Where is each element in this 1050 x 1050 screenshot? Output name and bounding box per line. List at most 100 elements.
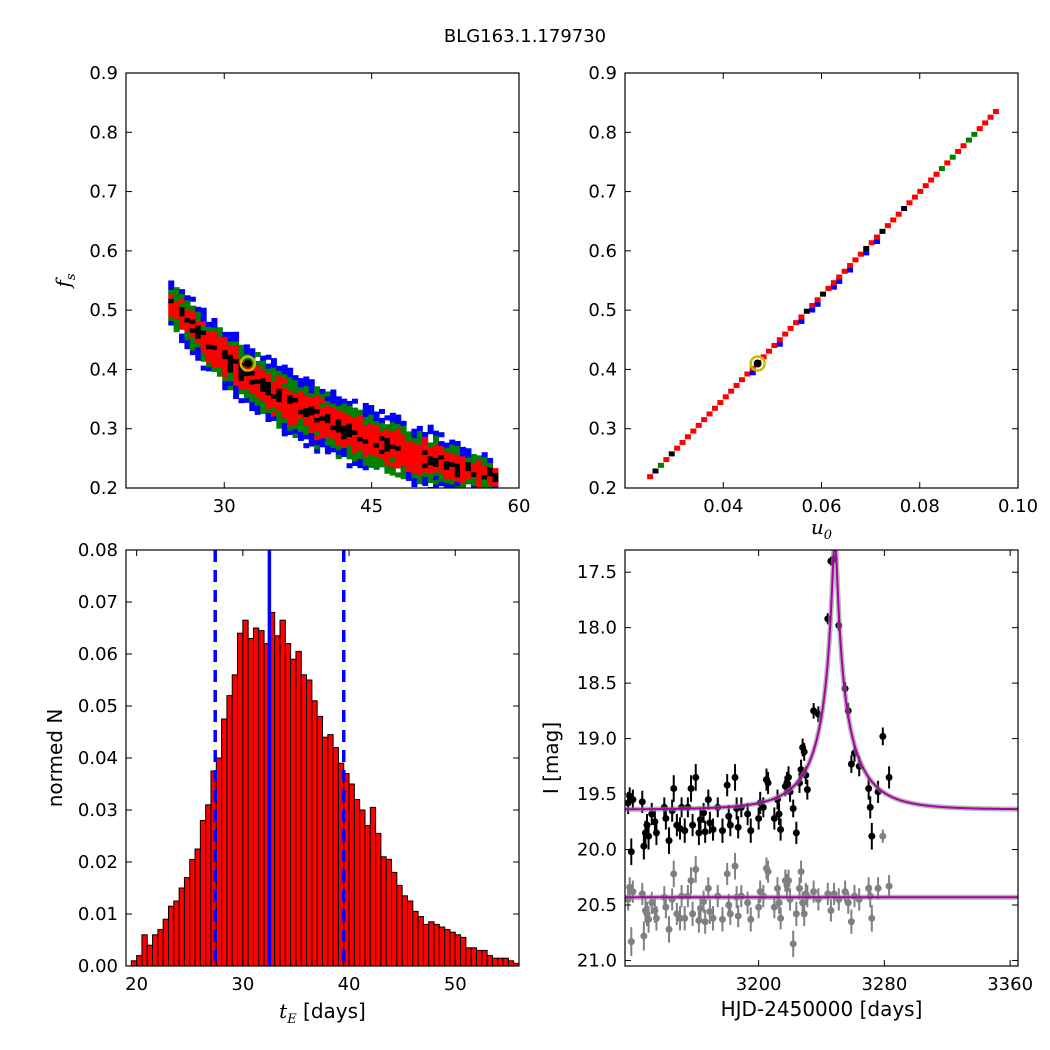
- heatmap-cell-black: [324, 418, 331, 424]
- heatmap-cell-red: [384, 428, 391, 434]
- data-point: [885, 773, 893, 781]
- heatmap-cell-red: [200, 321, 207, 327]
- heatmap-cell-green: [276, 423, 283, 429]
- heatmap-cell-red: [260, 395, 267, 401]
- heatmap-cell-red: [276, 405, 283, 411]
- heatmap-cell-red: [765, 348, 772, 354]
- heatmap-cell-blue: [195, 351, 202, 357]
- heatmap-cell-red: [449, 470, 456, 476]
- heatmap-cell-red: [422, 467, 429, 473]
- y-tick-label: 0.3: [588, 419, 617, 440]
- y-tick-label: 0.6: [588, 241, 617, 262]
- heatmap-cell-red: [422, 458, 429, 464]
- histogram-bar: [167, 905, 175, 966]
- heatmap-cell-green: [427, 442, 434, 448]
- heatmap-cell-red: [314, 395, 321, 401]
- heatmap-cell-green: [292, 388, 299, 394]
- heatmap-cell-green: [357, 409, 364, 415]
- heatmap-cell-blue: [292, 428, 299, 434]
- heatmap-cell-green: [324, 391, 331, 397]
- heatmap-cell-blue: [330, 389, 337, 395]
- heatmap-cell-red: [395, 454, 402, 460]
- heatmap-cell-red: [227, 349, 234, 355]
- heatmap-cell-red: [233, 362, 240, 368]
- heatmap-cell-black: [487, 471, 494, 477]
- heatmap-cell-red: [270, 384, 277, 390]
- data-point: [827, 907, 835, 915]
- heatmap-cell-red: [319, 428, 326, 435]
- heatmap-cell-green: [173, 287, 180, 293]
- data-point: [723, 870, 731, 878]
- heatmap-cell-blue: [438, 481, 445, 487]
- heatmap-cell-red: [744, 371, 751, 377]
- histogram-bar: [189, 858, 196, 966]
- heatmap-cell-blue: [830, 284, 837, 290]
- heatmap-cell-red: [674, 445, 681, 451]
- heatmap-cell-red: [200, 334, 207, 340]
- heatmap-cell-black: [276, 396, 283, 403]
- heatmap-cell-red: [933, 171, 940, 177]
- heatmap-cell-green: [297, 426, 304, 433]
- heatmap-cell-green: [260, 400, 267, 406]
- heatmap-cell-red: [395, 450, 402, 456]
- heatmap-cell-red: [395, 459, 402, 465]
- data-point: [704, 884, 712, 892]
- heatmap-cell-red: [238, 384, 245, 390]
- heatmap-cell-red: [384, 455, 391, 461]
- heatmap-cell-red: [368, 422, 375, 428]
- heatmap-cell-black: [449, 461, 456, 467]
- heatmap-cell-red: [492, 481, 499, 487]
- histogram-bar: [486, 955, 493, 966]
- heatmap-cell-blue: [384, 415, 391, 421]
- heatmap-cell-blue: [292, 375, 299, 381]
- heatmap-cell-green: [200, 356, 207, 362]
- data-point: [687, 785, 695, 793]
- data-point: [789, 940, 797, 948]
- y-tick-label: 0.05: [78, 696, 118, 717]
- heatmap-cell-blue: [184, 344, 191, 350]
- heatmap-cell-red: [341, 420, 348, 426]
- histogram-bar: [231, 674, 239, 966]
- heatmap-cell-blue: [481, 452, 488, 458]
- heatmap-cell-red: [487, 475, 494, 481]
- data-point: [662, 903, 670, 911]
- heatmap-cell-blue: [227, 380, 234, 386]
- heatmap-cell-blue: [346, 463, 353, 469]
- heatmap-cell-red: [738, 377, 745, 383]
- histogram-bar: [146, 944, 154, 966]
- histogram-bar: [141, 934, 148, 966]
- heatmap-cell-red: [216, 336, 223, 342]
- heatmap-cell-green: [270, 407, 277, 413]
- histogram-bar: [359, 809, 366, 966]
- heatmap-cell-black: [303, 407, 310, 413]
- heatmap-cell-red: [168, 311, 175, 317]
- heatmap-cell-black: [443, 464, 450, 470]
- data-point: [689, 821, 697, 829]
- y-tick-label: 19.5: [577, 784, 617, 805]
- heatmap-cell-blue: [243, 344, 250, 350]
- heatmap-cell-green: [476, 486, 483, 488]
- heatmap-cell-blue: [863, 250, 870, 256]
- heatmap-cell-blue: [427, 429, 434, 435]
- heatmap-cell-black: [384, 446, 391, 452]
- panel-tE-histogram: 20 30 40 50 0.00 0.01 0.02 0.03 0.04 0.05 0.06 0.07…: [43, 540, 520, 1027]
- data-point: [800, 910, 808, 918]
- heatmap-cell-blue: [206, 321, 213, 327]
- heatmap-cell-red: [184, 326, 191, 332]
- heatmap-cell-red: [297, 400, 304, 406]
- heatmap-cell-red: [362, 434, 369, 440]
- heatmap-cell-blue: [389, 412, 396, 418]
- heatmap-cell-red: [416, 443, 423, 449]
- heatmap-cell-red: [368, 427, 375, 433]
- heatmap-cell-red: [287, 421, 294, 427]
- heatmap-cell-green: [324, 435, 331, 441]
- heatmap-cell-black: [168, 298, 175, 304]
- heatmap-cell-red: [476, 459, 483, 465]
- heatmap-cell-green: [346, 409, 353, 415]
- y-tick-label: 0.4: [89, 359, 118, 380]
- heatmap-cell-red: [324, 427, 331, 433]
- heatmap-cell-red: [314, 435, 321, 441]
- heatmap-cell-red: [260, 391, 267, 397]
- heatmap-cell-green: [319, 402, 326, 408]
- data-point: [792, 910, 800, 918]
